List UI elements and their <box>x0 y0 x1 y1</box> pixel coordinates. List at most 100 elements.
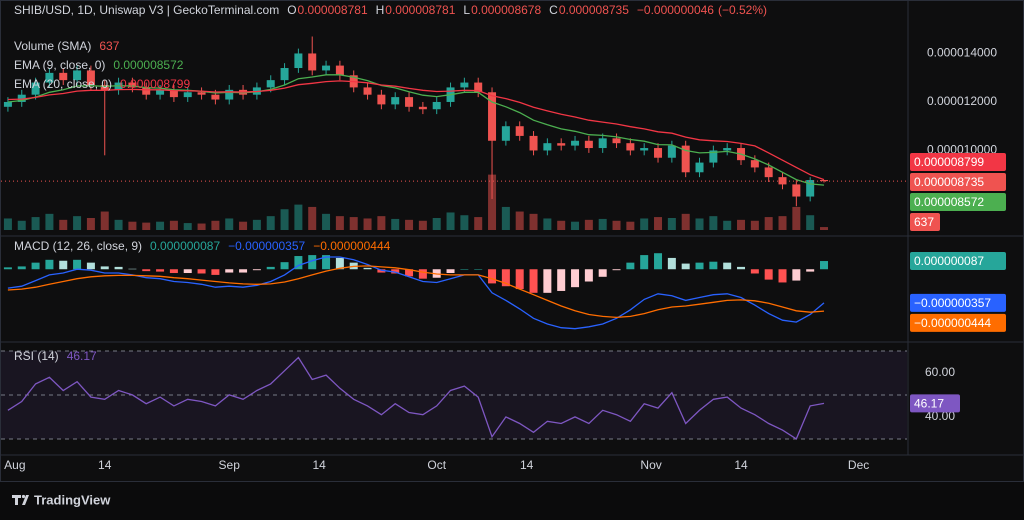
axis-value-label: 0.000008572 <box>914 195 984 209</box>
candle-body <box>280 68 289 81</box>
time-tick-label: Aug <box>4 458 25 472</box>
candle-body <box>45 72 54 83</box>
candle-body <box>806 180 815 197</box>
candle-body <box>335 65 344 76</box>
macd-histogram-bar <box>418 269 427 279</box>
candle-body <box>820 180 829 182</box>
candle-body <box>529 135 538 151</box>
chart-frame <box>0 0 1024 482</box>
candle-body <box>211 94 220 100</box>
candle-body <box>363 87 372 95</box>
macd-histogram-bar <box>626 262 635 270</box>
macd-histogram-bar <box>460 269 469 270</box>
rsi-tick-label: 60.00 <box>925 365 955 379</box>
legend-text: EMA (9, close, 0) <box>14 58 105 72</box>
rsi-tick-label: 40.00 <box>925 409 955 423</box>
macd-histogram-bar <box>142 269 151 272</box>
volume-bar <box>3 218 12 230</box>
volume-bar <box>515 211 524 230</box>
candle-body <box>391 97 400 105</box>
volume-bar <box>571 221 580 230</box>
volume-bar <box>322 213 331 230</box>
volume-bar <box>446 212 455 230</box>
macd-histogram-bar <box>363 267 372 270</box>
volume-bar <box>460 215 469 230</box>
candle-body <box>571 140 580 146</box>
macd-histogram-bar <box>280 262 289 270</box>
legend-text: 0.000008781 <box>385 3 455 17</box>
logo-icon <box>12 494 29 505</box>
macd-histogram-bar <box>86 262 95 270</box>
volume-bar <box>584 219 593 230</box>
volume-bar <box>764 217 773 230</box>
candle-body <box>723 148 732 151</box>
candle-body <box>515 126 524 136</box>
volume-bar <box>626 221 635 230</box>
price-tick-label: 0.000012000 <box>927 94 997 108</box>
legend-text: SHIB/USD, 1D, Uniswap V3 | GeckoTerminal… <box>14 3 279 17</box>
macd-histogram-bar <box>59 260 68 270</box>
candle-body <box>17 94 26 102</box>
legend-text: 0.000008735 <box>559 3 629 17</box>
macd-histogram-bar <box>820 261 829 270</box>
volume-bar <box>640 218 649 230</box>
candle-body <box>418 106 427 110</box>
macd-histogram-bar <box>17 266 26 270</box>
legend-text: C <box>549 3 558 17</box>
candle-body <box>792 184 801 197</box>
macd-histogram-bar <box>681 263 690 270</box>
macd-histogram-bar <box>405 269 414 277</box>
volume-bar <box>100 211 109 230</box>
axis-value-box <box>910 394 960 413</box>
volume-bar <box>723 220 732 230</box>
macd-histogram-bar <box>571 269 580 288</box>
axis-value-label: 0.000000087 <box>914 254 984 268</box>
candle-body <box>695 162 704 173</box>
axis-value-label: −0.000000357 <box>914 296 991 310</box>
volume-bar <box>557 220 566 230</box>
macd-histogram-bar <box>543 269 552 293</box>
volume-bar <box>654 217 663 230</box>
candle-body <box>640 148 649 151</box>
macd-histogram-bar <box>73 259 82 270</box>
volume-bar <box>418 220 427 230</box>
macd-histogram-bar <box>169 269 178 274</box>
macd-line <box>7 256 825 330</box>
candle-body <box>308 53 317 71</box>
volume-bar <box>820 227 829 230</box>
volume-bar <box>612 220 621 230</box>
legend-text: 46.17 <box>67 349 97 363</box>
macd-histogram-bar <box>529 269 538 293</box>
volume-bar <box>169 220 178 230</box>
macd-histogram-bar <box>654 253 663 270</box>
candle-body <box>100 84 109 90</box>
axis-value-label: 637 <box>914 215 934 229</box>
macd-histogram-bar <box>100 266 109 270</box>
volume-bar <box>681 213 690 230</box>
candle-body <box>501 126 510 141</box>
axis-value-box <box>910 153 1006 171</box>
time-tick-label: 14 <box>98 458 112 472</box>
axis-value-label: 0.000008735 <box>914 175 984 189</box>
candle-body <box>750 160 759 168</box>
candle-body <box>31 82 40 95</box>
ema-line <box>7 74 825 186</box>
volume-bar <box>211 220 220 230</box>
volume-bar <box>792 206 801 230</box>
time-tick-label: 14 <box>312 458 326 472</box>
legend-text: 637 <box>99 39 119 53</box>
volume-bar <box>239 221 248 230</box>
time-tick-label: Dec <box>848 458 869 472</box>
axis-value-box <box>910 313 1006 332</box>
macd-histogram-bar <box>474 269 483 270</box>
macd-histogram-bar <box>377 269 386 273</box>
macd-histogram-bar <box>239 269 248 273</box>
candle-body <box>764 167 773 178</box>
legend-text: (−0.52%) <box>718 3 767 17</box>
candle-body <box>598 138 607 149</box>
volume-bar <box>543 218 552 230</box>
macd-histogram-bar <box>612 269 621 271</box>
macd-histogram-bar <box>156 269 165 272</box>
